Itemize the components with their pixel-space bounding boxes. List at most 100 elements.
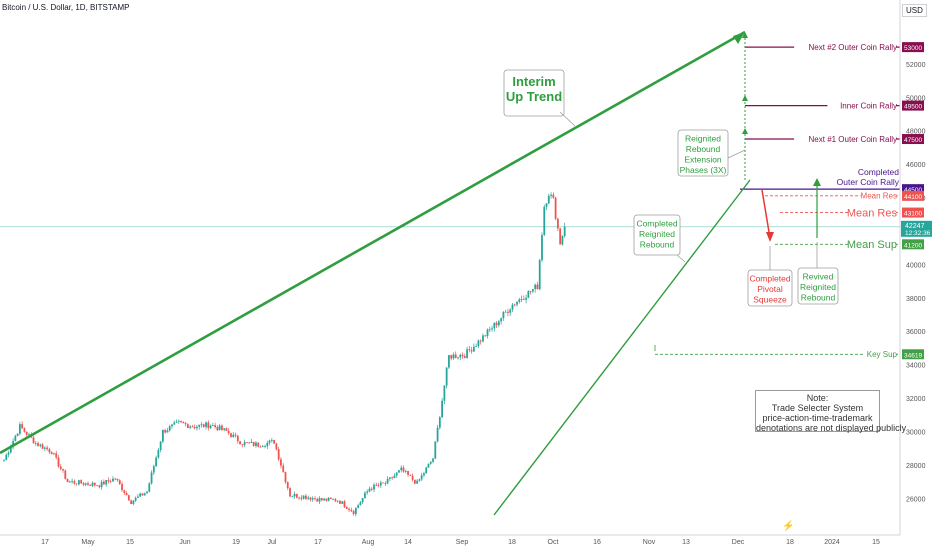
candle-body	[87, 483, 89, 485]
candle-body	[393, 475, 396, 478]
candle-body	[398, 470, 400, 473]
level-name-label: Mean Sup	[847, 239, 897, 251]
candle-body	[495, 322, 498, 326]
note-line-1: Trade Selecter System	[771, 403, 864, 413]
revived-reignited-rebound-box	[797, 267, 839, 305]
level-badge	[902, 184, 924, 195]
candle-body	[23, 428, 26, 432]
candle-body	[277, 449, 280, 460]
candle-body	[159, 441, 162, 451]
y-tick-label: 52000	[906, 62, 926, 69]
candle-body	[293, 493, 296, 497]
candle-body	[53, 453, 55, 455]
candle-body	[413, 479, 416, 484]
candle-body	[450, 355, 453, 359]
level-badge-label: 34619	[904, 352, 922, 359]
candle-body	[196, 426, 198, 429]
reignited-rebound-extension-text: Reignited	[685, 134, 721, 144]
candle-body	[282, 465, 285, 473]
candle-body	[386, 478, 389, 484]
level-badge-label: 53000	[904, 45, 922, 52]
candle-body	[379, 482, 382, 486]
candle-body	[232, 434, 235, 438]
candle-body	[425, 467, 428, 474]
candle-body	[332, 498, 335, 500]
candle-body	[516, 301, 518, 305]
candle-body	[37, 443, 39, 446]
candle-body	[191, 426, 194, 428]
y-tick-label: 32000	[906, 396, 926, 403]
completed-reignited-rebound-text: Completed	[636, 219, 677, 229]
note-box: Note: Trade Selecter System price-action…	[755, 390, 906, 433]
level-name-label: Key Sup	[867, 350, 898, 359]
currency-label[interactable]: USD	[902, 4, 927, 17]
candle-body	[300, 497, 303, 499]
candle-body	[391, 477, 394, 479]
extension-arrowhead	[742, 95, 748, 101]
x-tick-label: Nov	[643, 539, 656, 546]
level-badge	[902, 42, 924, 53]
candle-body	[146, 491, 148, 494]
candle-body	[361, 498, 364, 503]
candle-body	[5, 454, 8, 460]
level-name-label: Completed	[858, 167, 899, 177]
candle-body	[152, 466, 155, 473]
candle-body	[305, 495, 307, 499]
candle-body	[239, 441, 241, 445]
level-name-label: Inner Coin Rally	[840, 101, 897, 110]
candle-body	[561, 236, 564, 245]
candle-body	[552, 194, 555, 198]
squeeze-arrow	[761, 189, 771, 239]
y-tick-label: 38000	[906, 296, 926, 303]
candle-body	[525, 297, 527, 300]
candle-body	[329, 497, 332, 499]
candle-body	[16, 433, 19, 436]
candle-body	[563, 226, 566, 237]
candle-body	[488, 329, 491, 331]
candle-body	[382, 482, 384, 484]
completed-reignited-rebound-text: Rebound	[640, 240, 675, 250]
candle-body	[466, 349, 468, 358]
level-name-bg	[864, 348, 896, 359]
level-badge-label: 44100	[904, 194, 922, 201]
candle-body	[171, 424, 173, 427]
x-tick-label: May	[81, 539, 95, 546]
candle-body	[21, 424, 24, 429]
candle-body	[134, 497, 137, 501]
x-tick-label: 17	[314, 539, 322, 546]
candle-body	[57, 457, 60, 467]
y-tick-label: 30000	[906, 429, 926, 436]
candle-body	[350, 509, 353, 511]
candle-body	[479, 340, 482, 342]
level-badge	[902, 207, 924, 218]
completed-reignited-rebound-pointer	[676, 254, 686, 263]
candle-body	[475, 346, 478, 347]
candle-body	[209, 425, 212, 429]
level-name-bg	[848, 204, 896, 219]
x-tick-label: 18	[508, 539, 516, 546]
candle-body	[538, 260, 541, 290]
candle-body	[407, 471, 409, 475]
candle-body	[14, 435, 17, 442]
candle-body	[243, 442, 246, 446]
candle-body	[389, 477, 391, 479]
x-tick-label: 18	[786, 539, 794, 546]
interim-up-trend-pointer	[559, 111, 576, 127]
candle-body	[41, 444, 44, 449]
candle-body	[162, 429, 164, 442]
candle-body	[320, 498, 323, 501]
candle-body	[309, 497, 312, 500]
candle-body	[370, 488, 373, 490]
candle-body	[102, 481, 105, 485]
candle-body	[116, 478, 119, 481]
candle-body	[454, 354, 457, 358]
level-name-label: Next #1 Outer Coin Rally	[809, 135, 897, 144]
candle-body	[298, 497, 300, 499]
candle-body	[284, 472, 287, 483]
candle-body	[502, 312, 505, 319]
candle-body	[341, 501, 344, 504]
candle-body	[93, 482, 96, 486]
candle-body	[55, 453, 58, 458]
x-tick-label: Dec	[732, 539, 745, 546]
